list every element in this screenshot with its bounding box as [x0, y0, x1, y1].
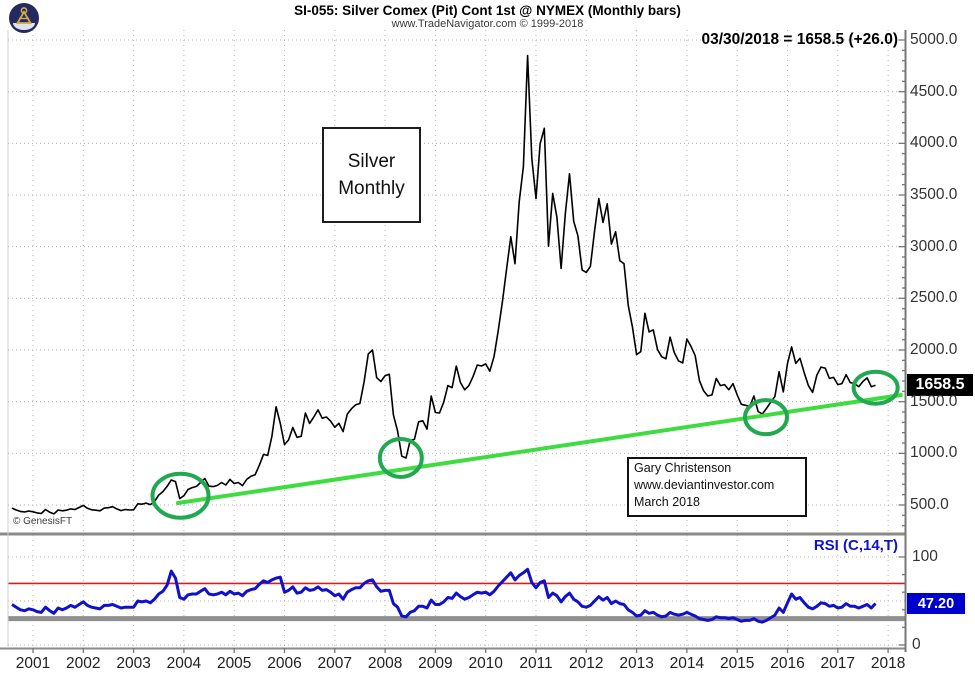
annotation-line: Silver	[347, 151, 396, 172]
time-axis-tick-label: 2002	[66, 655, 101, 672]
time-axis-tick-label: 2014	[669, 655, 705, 672]
rsi-value-tag: 47.20	[907, 593, 965, 615]
rsi-axis-tick-label: 100	[912, 548, 938, 565]
rsi-line	[11, 567, 877, 624]
chart-source-line: www.TradeNavigator.com © 1999-2018	[391, 18, 584, 30]
time-axis-tick-label: 2015	[719, 655, 755, 672]
genesisft-copyright: © GenesisFT	[13, 516, 73, 527]
price-axis-tick-label: 2000.0	[910, 341, 958, 358]
time-axis-tick-label: 2017	[820, 655, 856, 672]
highlight-circle	[851, 369, 900, 406]
credit-name: Gary Christenson	[634, 461, 732, 475]
time-axis-tick-label: 2012	[569, 655, 604, 672]
time-axis-tick-label: 2008	[367, 655, 403, 672]
highlight-circle	[377, 436, 424, 479]
annotation-line: Monthly	[338, 178, 405, 199]
highlight-circle	[150, 471, 211, 520]
price-axis-tick-label: 2500.0	[910, 289, 958, 307]
rsi-axis-tick-label: 0	[912, 636, 921, 653]
credit-website: www.deviantinvestor.com	[634, 478, 775, 492]
time-axis-tick-label: 2004	[166, 655, 202, 672]
support-trendline	[175, 393, 903, 506]
price-axis-tick-label: 4500.0	[910, 82, 958, 100]
last-price-tag: 1658.5	[907, 374, 973, 397]
time-axis-tick-label: 2009	[418, 655, 453, 672]
credit-annotation-box: Gary Christenson www.deviantinvestor.com…	[627, 457, 807, 517]
time-axis-tick-label: 2011	[519, 655, 553, 672]
price-axis-tick-label: 1500.0	[910, 392, 958, 410]
time-axis-tick-label: 2010	[468, 655, 503, 672]
price-axis-tick-label: 5000.0	[910, 31, 958, 48]
time-axis-tick-label: 2018	[870, 655, 906, 672]
time-axis-tick-label: 2007	[317, 655, 353, 672]
time-axis-tick-label: 2016	[770, 655, 805, 672]
trade-navigator-logo-icon	[8, 2, 40, 34]
chart-title: SI-055: Silver Comex (Pit) Cont 1st @ NY…	[294, 3, 681, 18]
credit-date: March 2018	[634, 495, 701, 509]
time-axis-tick-label: 2001	[15, 655, 51, 672]
price-axis-tick-label: 4000.0	[910, 134, 958, 152]
time-axis-tick-label: 2005	[216, 655, 252, 672]
time-axis-tick-label: 2013	[619, 655, 654, 672]
quote-readout: 03/30/2018 = 1658.5 (+26.0)	[701, 31, 899, 48]
price-axis-tick-label: 1000.0	[910, 444, 958, 462]
price-axis-tick-label: 500.0	[910, 496, 949, 513]
time-axis-tick-label: 2006	[267, 655, 302, 672]
rsi-indicator-label: RSI (C,14,T)	[813, 537, 898, 554]
price-axis-tick-label: 3500.0	[910, 186, 958, 203]
price-axis-tick-label: 3000.0	[910, 237, 958, 255]
price-line	[11, 54, 876, 515]
silver-monthly-annotation-box: Silver Monthly	[322, 127, 421, 223]
highlight-circle	[742, 398, 789, 437]
time-axis-tick-label: 2003	[116, 655, 151, 672]
